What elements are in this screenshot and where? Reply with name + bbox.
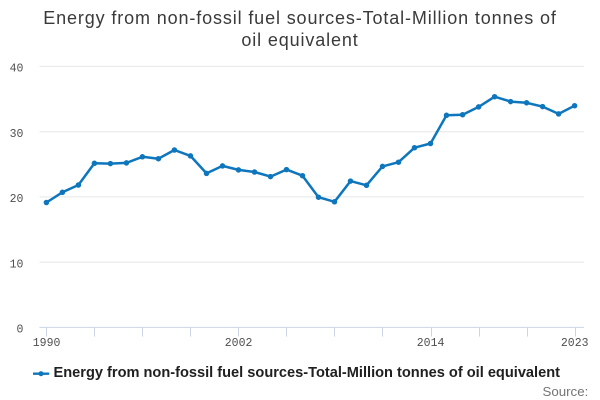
svg-text:2002: 2002 [225,337,253,350]
svg-text:1990: 1990 [33,337,61,350]
svg-text:2023: 2023 [561,337,589,350]
svg-text:2014: 2014 [417,337,445,350]
svg-text:10: 10 [10,258,24,271]
svg-text:oil equivalent: oil equivalent [241,30,358,50]
svg-text:Energy from non-fossil fuel so: Energy from non-fossil fuel sources-Tota… [54,365,561,381]
svg-text:0: 0 [16,324,23,337]
svg-text:20: 20 [10,193,24,206]
svg-text:Energy from non-fossil fuel so: Energy from non-fossil fuel sources-Tota… [43,8,557,28]
svg-text:30: 30 [10,128,24,141]
svg-text:40: 40 [10,63,24,76]
svg-text:Source:: Source: [542,384,588,399]
